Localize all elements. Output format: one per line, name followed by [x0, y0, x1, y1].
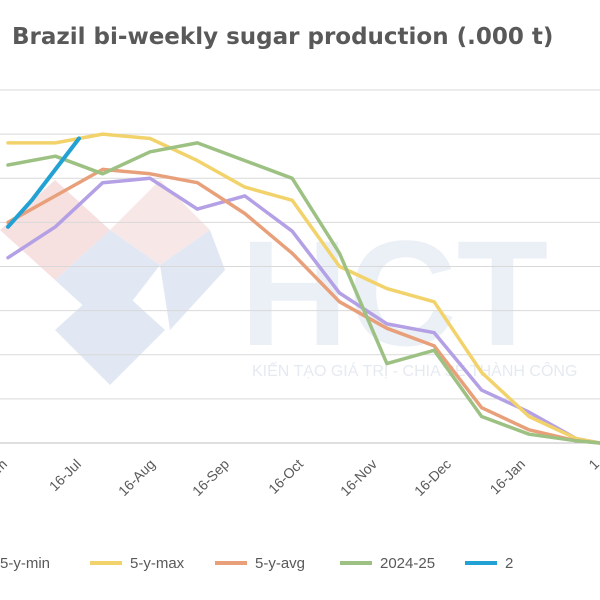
x-tick-label: 16-Aug	[115, 456, 158, 499]
x-tick-label: 16-Jan	[487, 456, 529, 498]
grid-lines	[0, 89, 600, 444]
x-tick-label: 16-Dec	[411, 456, 454, 499]
x-tick-labels: m 16-Jul 16-Aug 16-Sep 16-Oct 16-Nov 16-Dec 16-…	[0, 456, 600, 499]
x-tick-label: 16-Nov	[337, 456, 380, 499]
watermark-tagline: KIẾN TẠO GIÁ TRỊ - CHIA SẺ THÀNH CÔNG	[252, 361, 577, 380]
chart-legend: 5-y-min 5-y-max 5-y-avg 2024-25 2	[0, 555, 513, 572]
legend-label: 2	[505, 555, 513, 572]
watermark-diamond-mid	[55, 230, 160, 330]
legend-label: 5-y-max	[130, 555, 185, 572]
watermark-diamond-right	[160, 230, 225, 330]
watermark-logo-text: HCT	[240, 209, 548, 377]
x-tick-label: 16-Sep	[189, 456, 232, 499]
series-line-2025-26	[6, 136, 81, 229]
x-tick-label: 16-Oct	[265, 456, 306, 497]
series-line-5-y-max	[6, 132, 600, 445]
x-tick-label: 1	[585, 456, 600, 473]
x-tick-label: m	[0, 456, 10, 476]
series-line-2024-25	[6, 141, 600, 445]
x-tick-label: 16-Jul	[46, 456, 84, 494]
series-lines	[6, 132, 600, 445]
legend-label: 5-y-avg	[255, 555, 305, 572]
watermark-logo: HCT KIẾN TẠO GIÁ TRỊ - CHIA SẺ THÀNH CÔN…	[0, 180, 577, 385]
chart-title: Brazil bi-weekly sugar production (.000 …	[12, 24, 554, 50]
watermark-diamond-bottom	[55, 280, 165, 385]
legend-label: 5-y-min	[0, 555, 50, 572]
legend-label: 2024-25	[380, 555, 435, 572]
